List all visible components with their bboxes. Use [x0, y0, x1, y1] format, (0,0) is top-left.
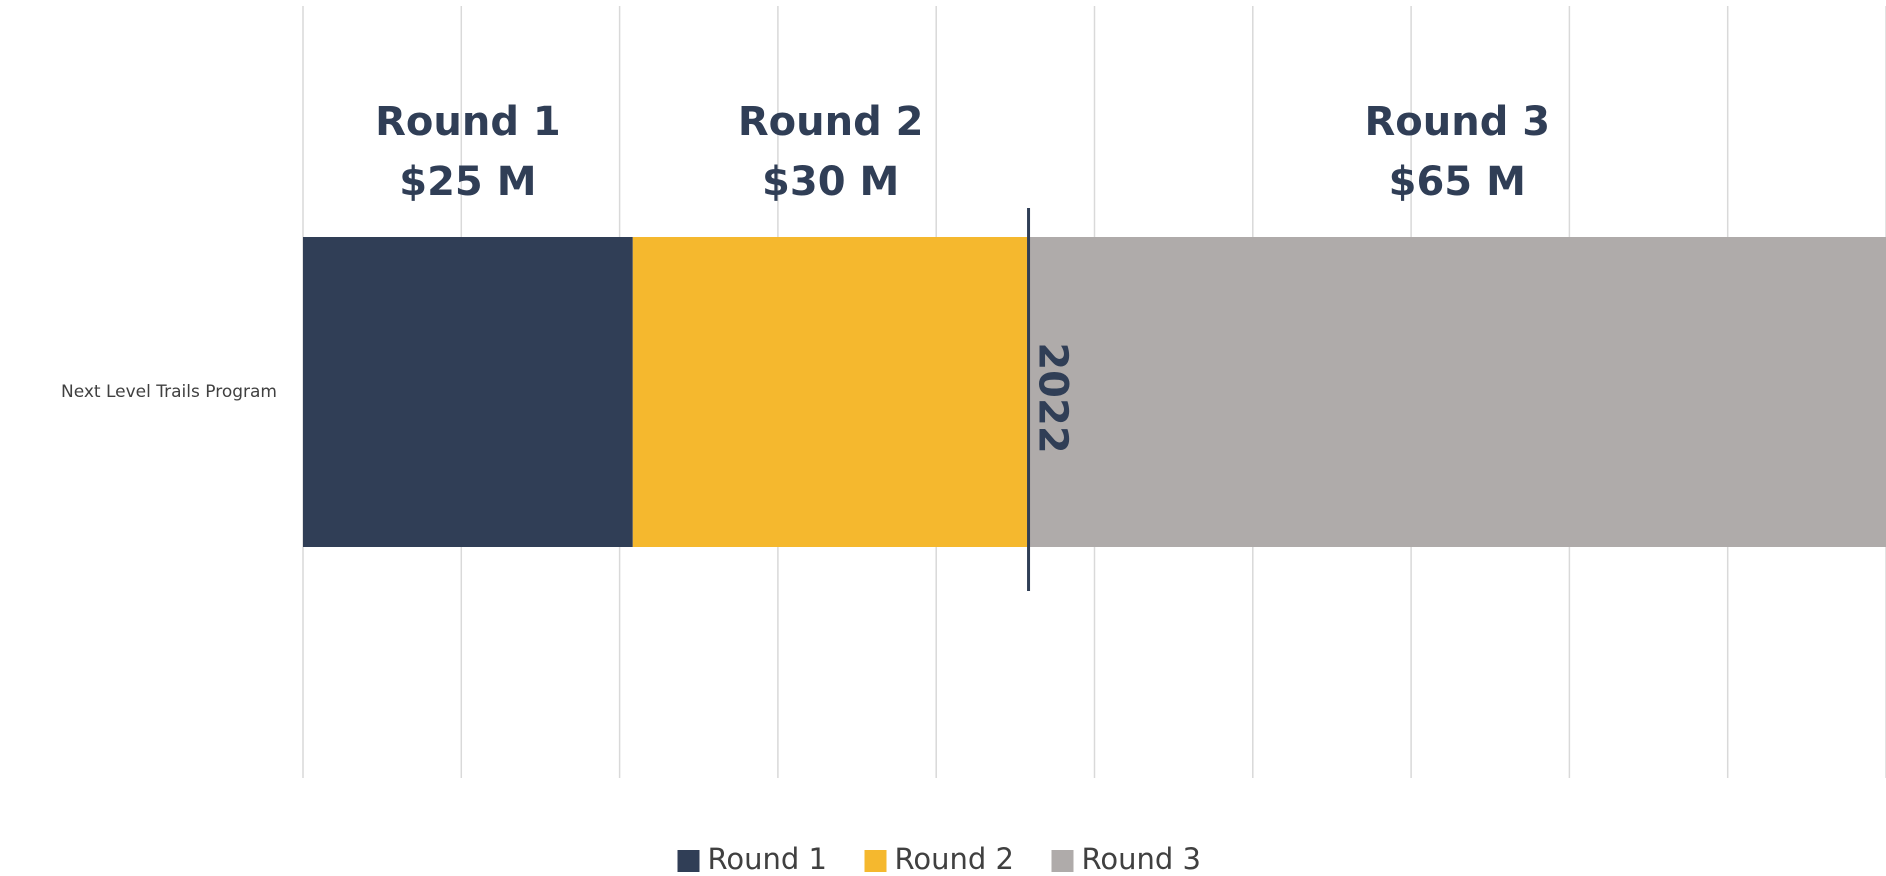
- legend-label: Round 1: [708, 842, 827, 876]
- bar-segment: [303, 237, 633, 547]
- bar-segment: [1028, 237, 1886, 547]
- legend-swatch: [864, 850, 887, 872]
- legend-label: Round 2: [895, 842, 1014, 876]
- data-label: $25 M: [399, 159, 536, 205]
- data-label: $30 M: [762, 159, 899, 205]
- data-label: $65 M: [1389, 159, 1526, 205]
- bar-segment: [632, 237, 1029, 547]
- legend-label: Round 3: [1082, 842, 1201, 876]
- annotation-label: 2022: [1030, 342, 1076, 453]
- legend-swatch: [1051, 850, 1074, 872]
- data-label-name: Round 1: [375, 99, 561, 145]
- y-tick-label: Next Level Trails Program: [61, 382, 277, 402]
- data-label-name: Round 3: [1364, 99, 1550, 145]
- data-label-name: Round 2: [738, 99, 924, 145]
- legend-swatch: [677, 850, 700, 872]
